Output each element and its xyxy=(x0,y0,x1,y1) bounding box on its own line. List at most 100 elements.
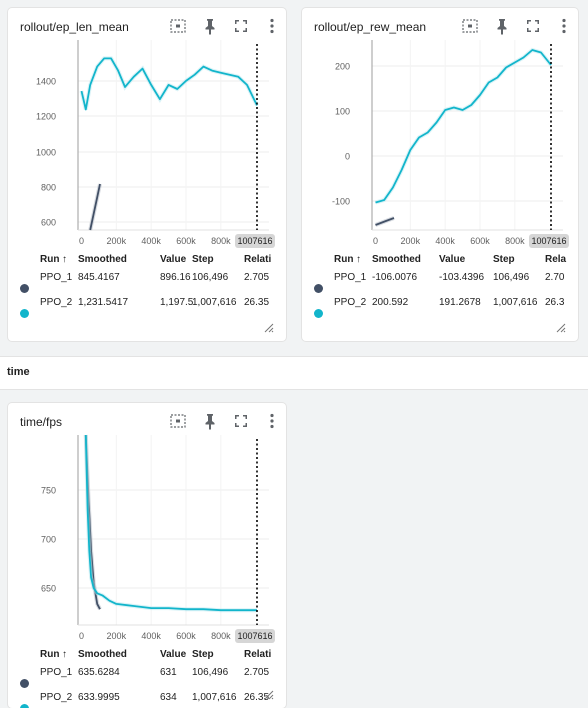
run-color-dot-ppo2 xyxy=(20,704,29,708)
fit-domain-icon xyxy=(170,19,186,33)
x-tick-label: 0 xyxy=(79,236,84,246)
resize-handle-icon[interactable] xyxy=(264,323,274,333)
x-tick-label: 600k xyxy=(176,236,196,246)
more-vert-button[interactable] xyxy=(262,411,282,431)
column-header-smoothed[interactable]: Smoothed xyxy=(78,254,127,265)
more-vert-button[interactable] xyxy=(262,16,282,36)
cell-relative: 2.705 xyxy=(244,272,270,283)
column-header-smoothed[interactable]: Smoothed xyxy=(78,649,127,660)
step-badge-label: 1007616 xyxy=(237,631,272,641)
cell-relative: 26.3 xyxy=(545,297,565,308)
column-header-relative[interactable]: Relati xyxy=(244,649,272,660)
fullscreen-button[interactable] xyxy=(523,16,543,36)
x-tick-label: 200k xyxy=(107,236,127,246)
table-row[interactable]: PPO_1 -106.0076 -103.4396 106,496 2.70 xyxy=(302,272,578,286)
table-row[interactable]: PPO_1 845.4167 896.16 106,496 2.705 xyxy=(8,272,286,286)
step-badge-label: 1007616 xyxy=(531,236,566,246)
pin-button[interactable] xyxy=(200,411,220,431)
x-tick-label: 800k xyxy=(211,631,231,641)
step-badge xyxy=(529,234,569,248)
more-vert-button[interactable] xyxy=(554,16,574,36)
table-row[interactable]: PPO_2 1,231.5417 1,197.5 1,007,616 26.35 xyxy=(8,297,286,311)
series-raw-line xyxy=(374,47,553,205)
cell-run: PPO_1 xyxy=(334,272,367,283)
table-header: Run ↑ Smoothed Value Step Relati xyxy=(8,254,286,268)
series-line-ppo2 xyxy=(84,434,257,612)
fit-domain-button[interactable] xyxy=(460,16,480,36)
cell-run: PPO_2 xyxy=(334,297,367,308)
section-header-time[interactable]: time xyxy=(0,356,588,390)
column-header-run[interactable]: Run xyxy=(334,254,354,265)
x-tick-label: 400k xyxy=(141,631,161,641)
cell-relative: 26.35 xyxy=(244,692,270,703)
cell-step: 106,496 xyxy=(493,272,530,283)
resize-handle-icon[interactable] xyxy=(264,690,274,700)
step-badge xyxy=(235,629,275,643)
y-tick-label: 100 xyxy=(335,107,350,117)
column-header-smoothed[interactable]: Smoothed xyxy=(372,254,421,265)
cell-step: 106,496 xyxy=(192,667,229,678)
y-tick-label: 1000 xyxy=(36,148,56,158)
y-tick-label: 0 xyxy=(345,152,350,162)
cell-step: 106,496 xyxy=(192,272,229,283)
x-tick-label: 600k xyxy=(176,631,196,641)
cell-smoothed: 635.6284 xyxy=(78,667,120,678)
pin-icon xyxy=(205,414,215,430)
column-header-relative[interactable]: Relati xyxy=(244,254,272,265)
sort-arrow-up-icon: ↑ xyxy=(62,254,67,265)
column-header-step[interactable]: Step xyxy=(192,254,214,265)
fullscreen-icon xyxy=(527,20,539,32)
pin-icon xyxy=(205,19,215,35)
run-color-dot-ppo2 xyxy=(20,309,29,318)
sort-arrow-up-icon: ↑ xyxy=(356,254,361,265)
more-vert-icon xyxy=(270,18,274,34)
cell-value: 191.2678 xyxy=(439,297,481,308)
y-tick-label: 1400 xyxy=(36,77,56,87)
table-row[interactable]: PPO_2 633.9995 634 1,007,616 26.35 xyxy=(8,692,286,706)
fullscreen-button[interactable] xyxy=(231,16,251,36)
chart-card: rollout/ep_len_mean 1400 1200 1000 800 600 0 20… xyxy=(8,8,286,341)
step-badge-label: 1007616 xyxy=(237,236,272,246)
fullscreen-button[interactable] xyxy=(231,411,251,431)
fit-domain-button[interactable] xyxy=(168,16,188,36)
column-header-run[interactable]: Run xyxy=(40,254,60,265)
pin-button[interactable] xyxy=(200,16,220,36)
table-row[interactable]: PPO_1 635.6284 631 106,496 2.705 xyxy=(8,667,286,681)
line-chart[interactable]: 1400 1200 1000 800 600 0 200k 400k 600k 800k 10076… xyxy=(8,8,286,248)
pin-button[interactable] xyxy=(492,16,512,36)
table-row[interactable]: PPO_2 200.592 191.2678 1,007,616 26.3 xyxy=(302,297,578,311)
cell-relative: 2.70 xyxy=(545,272,565,283)
column-header-value[interactable]: Value xyxy=(439,254,466,265)
cell-step: 1,007,616 xyxy=(493,297,538,308)
line-chart[interactable]: 750 700 650 0 200k 400k 600k 800k 1007616 xyxy=(8,403,286,643)
cell-step: 1,007,616 xyxy=(192,297,237,308)
x-tick-label: 200k xyxy=(107,631,127,641)
fullscreen-icon xyxy=(235,20,247,32)
y-tick-label: 750 xyxy=(41,486,56,496)
x-tick-label: 800k xyxy=(211,236,231,246)
line-chart[interactable]: 200 100 0 -100 0 200k 400k 600k 800k 1007616 xyxy=(302,8,578,248)
fit-domain-icon xyxy=(170,414,186,428)
column-header-step[interactable]: Step xyxy=(493,254,515,265)
run-color-dot-ppo1 xyxy=(20,284,29,293)
x-tick-label: 400k xyxy=(141,236,161,246)
column-header-step[interactable]: Step xyxy=(192,649,214,660)
table-header: Run ↑ Smoothed Value Step Relati xyxy=(8,649,286,663)
cell-smoothed: 845.4167 xyxy=(78,272,120,283)
x-tick-label: 600k xyxy=(470,236,490,246)
series-raw-line xyxy=(79,56,259,110)
column-header-relative[interactable]: Rela xyxy=(545,254,567,265)
resize-handle-icon[interactable] xyxy=(556,323,566,333)
series-line-ppo1 xyxy=(89,183,101,231)
series-raw-line xyxy=(83,434,257,613)
cell-run: PPO_1 xyxy=(40,272,73,283)
cell-smoothed: -106.0076 xyxy=(372,272,418,283)
fit-domain-button[interactable] xyxy=(168,411,188,431)
y-tick-label: 600 xyxy=(41,218,56,228)
column-header-run[interactable]: Run xyxy=(40,649,60,660)
sort-arrow-up-icon: ↑ xyxy=(62,649,67,660)
column-header-value[interactable]: Value xyxy=(160,254,187,265)
cell-smoothed: 633.9995 xyxy=(78,692,120,703)
column-header-value[interactable]: Value xyxy=(160,649,187,660)
cell-relative: 2.705 xyxy=(244,667,270,678)
